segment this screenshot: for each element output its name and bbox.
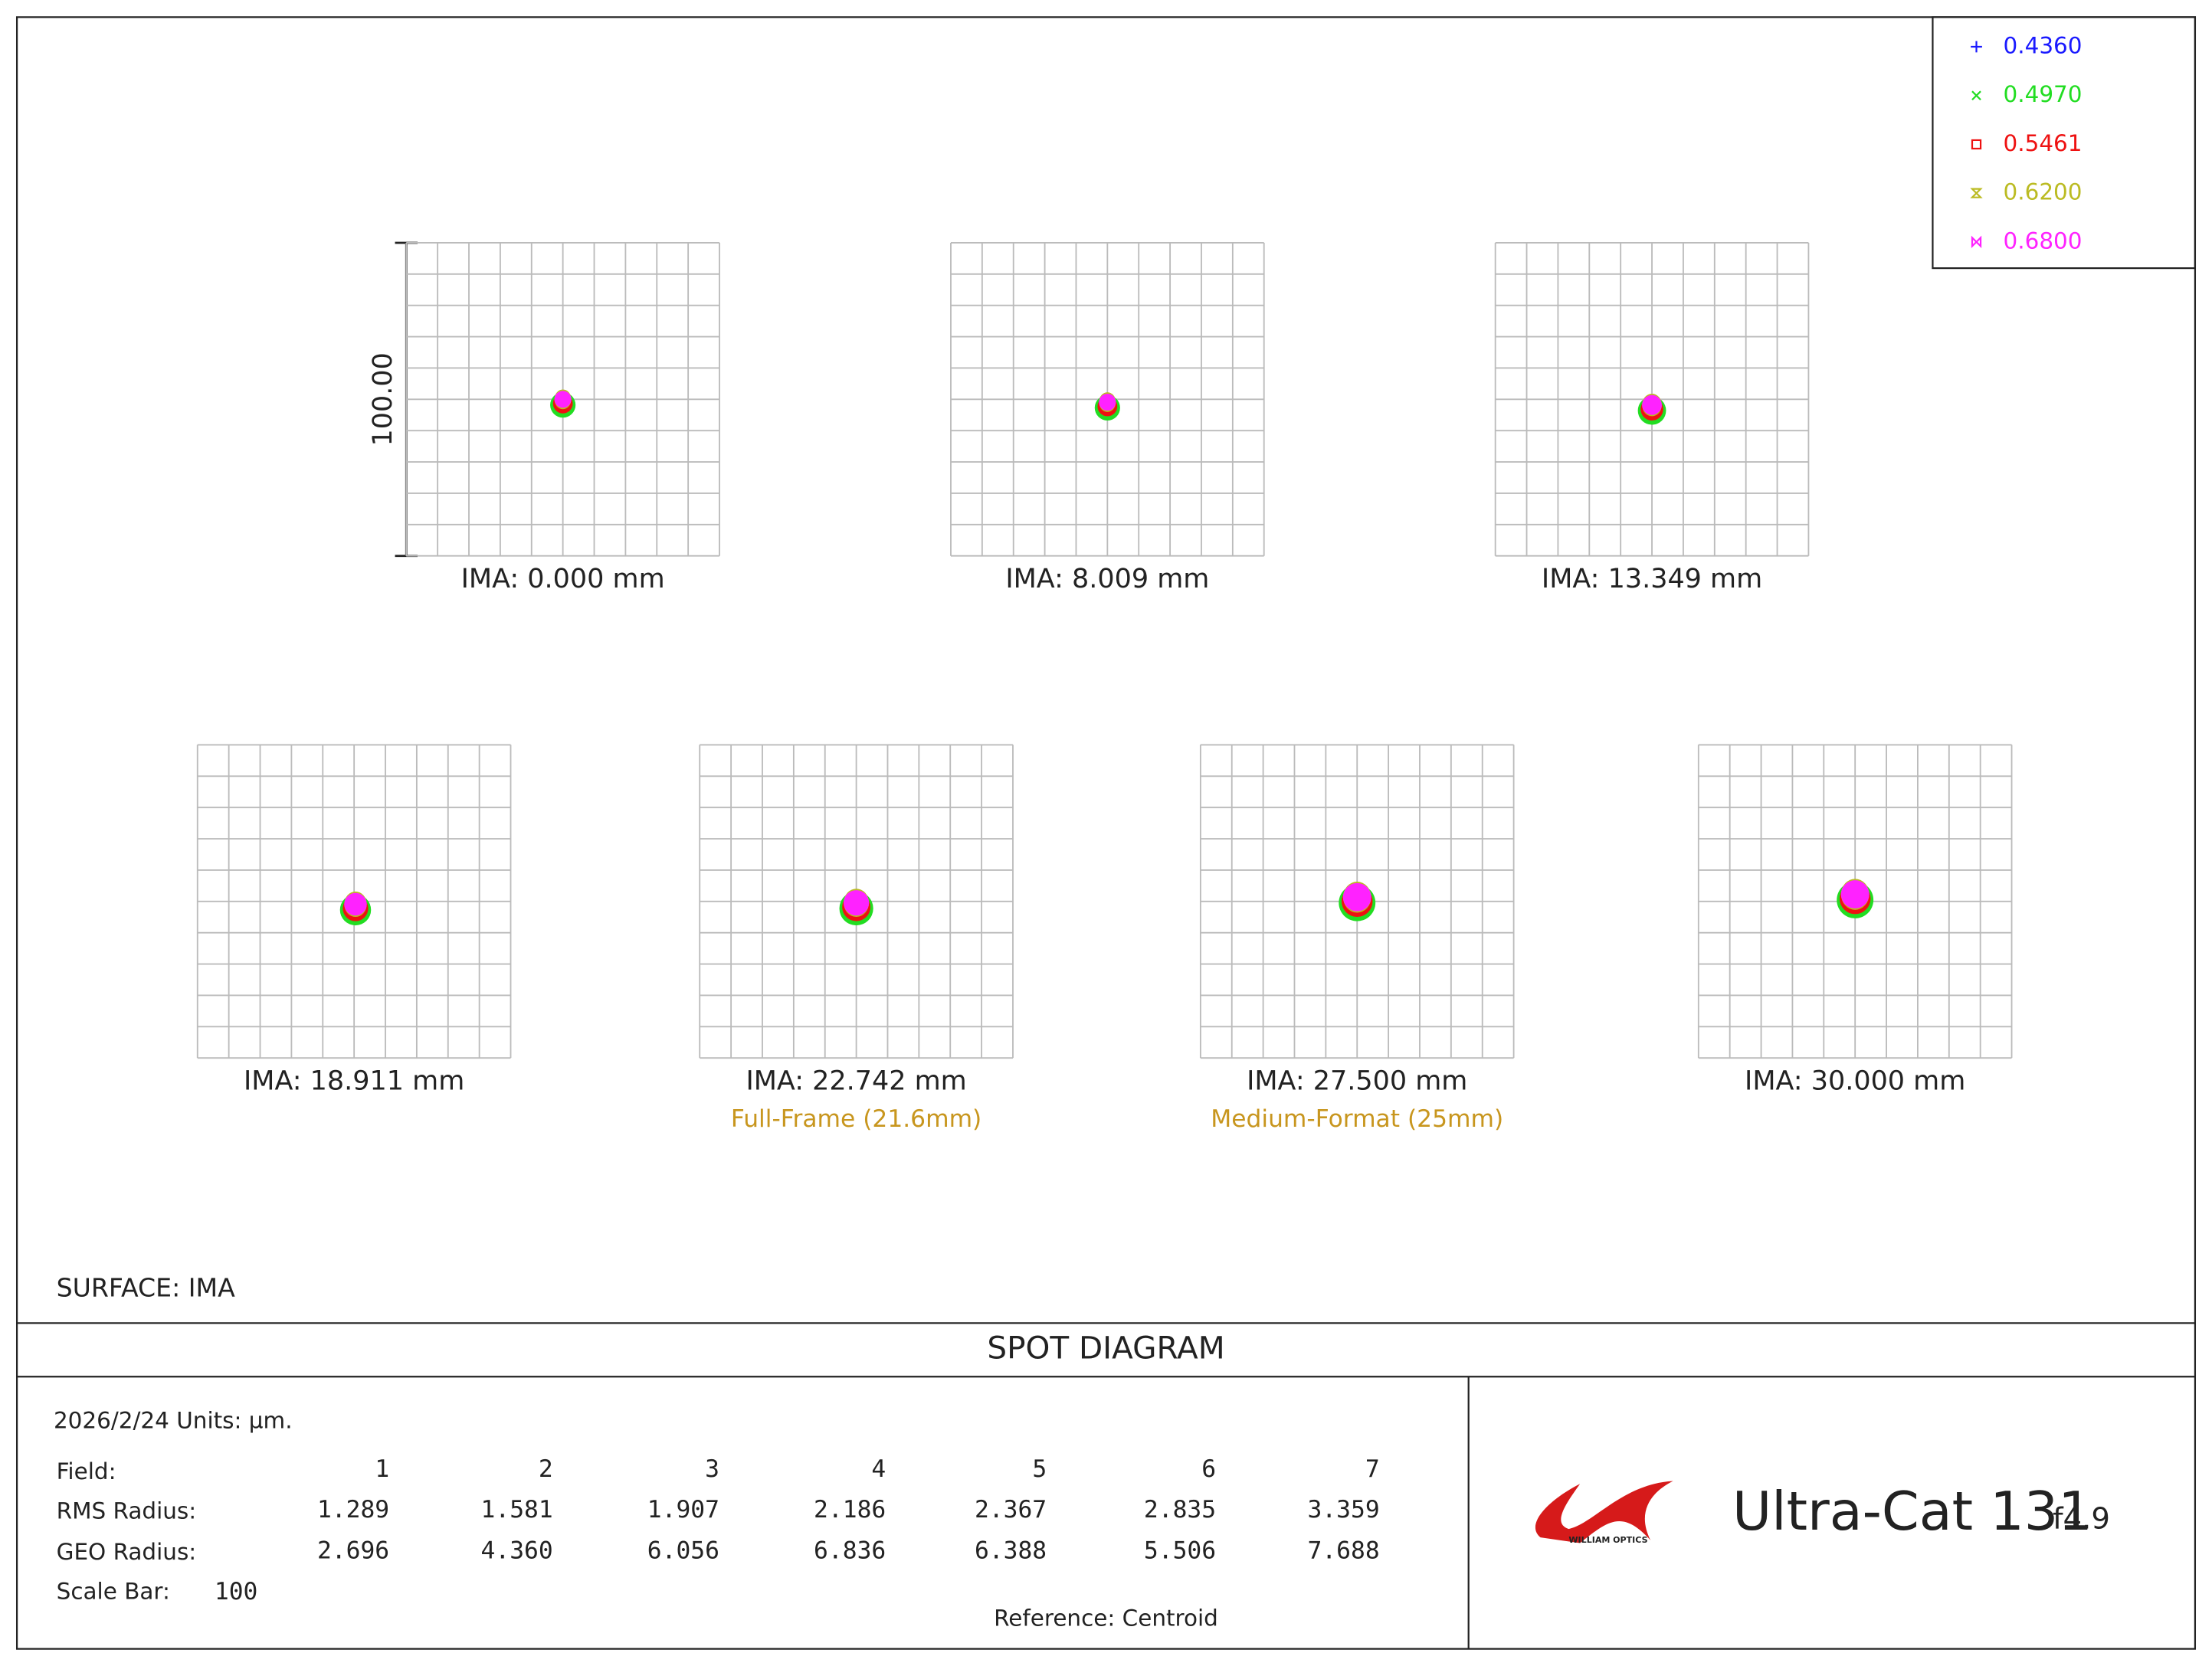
spot <box>1840 880 1870 909</box>
table-cell: 2 <box>539 1455 553 1483</box>
field-label: IMA: 22.742 mm <box>746 1065 966 1096</box>
table-cell: 4.360 <box>481 1537 553 1565</box>
date-units: 2026/2/24 Units: µm. <box>54 1408 293 1434</box>
table-cell: 2.367 <box>975 1496 1047 1524</box>
table-cell: 2.696 <box>317 1537 389 1565</box>
spot <box>554 391 572 408</box>
legend-label: 0.4360 <box>2004 33 2083 59</box>
spot-plot <box>1199 744 1515 1059</box>
spot <box>344 892 367 916</box>
frame <box>15 16 2197 1650</box>
table-cell: 1.907 <box>647 1496 719 1524</box>
legend-marker <box>1971 139 1982 150</box>
table-cell: 3.359 <box>1307 1496 1379 1524</box>
row-label: RMS Radius: <box>57 1498 197 1524</box>
table-cell: 1.289 <box>317 1496 389 1524</box>
field-label: IMA: 27.500 mm <box>1247 1065 1467 1096</box>
field-label: IMA: 13.349 mm <box>1542 564 1762 594</box>
table-cell: 1 <box>375 1455 389 1483</box>
spot <box>1642 394 1662 415</box>
logo-brand: WILLIAM OPTICS <box>1568 1535 1647 1545</box>
scale-label: 100.00 <box>368 352 398 446</box>
legend-marker <box>1971 41 1982 53</box>
legend-box <box>1932 16 2197 270</box>
table-cell: 7 <box>1365 1455 1380 1483</box>
row-label: Field: <box>57 1458 116 1484</box>
table-cell: 6.388 <box>975 1537 1047 1565</box>
field-label: IMA: 0.000 mm <box>461 564 665 594</box>
table-cell: 5 <box>1032 1455 1047 1483</box>
row-label: GEO Radius: <box>57 1539 197 1565</box>
reference: Reference: Centroid <box>994 1605 1218 1631</box>
table-cell: 4 <box>871 1455 886 1483</box>
logo-mark <box>1535 1481 1673 1543</box>
legend-marker <box>1971 90 1981 101</box>
table-cell: 5.506 <box>1144 1537 1216 1565</box>
table-cell: 6 <box>1201 1455 1216 1483</box>
table-cell: 3 <box>705 1455 719 1483</box>
row-label: Scale Bar: <box>57 1578 170 1604</box>
field-label: IMA: 8.009 mm <box>1005 564 1209 594</box>
spot-plot <box>699 744 1014 1059</box>
legend-label: 0.4970 <box>2004 81 2083 107</box>
field-note: Full-Frame (21.6mm) <box>731 1105 981 1133</box>
f-number: f4.9 <box>2053 1502 2110 1537</box>
scale-bar-value: 100 <box>215 1578 258 1605</box>
field-note: Medium-Format (25mm) <box>1211 1105 1503 1133</box>
field-label: IMA: 18.911 mm <box>244 1065 464 1096</box>
legend-marker <box>1971 235 1982 249</box>
spot-plot <box>1697 744 2013 1059</box>
product-name: Ultra-Cat 131 <box>1732 1481 2092 1543</box>
table-cell: 6.836 <box>814 1537 886 1565</box>
spot-plot <box>405 242 720 557</box>
spot-plot <box>1494 242 1810 557</box>
spot <box>844 890 870 916</box>
table-cell: 2.835 <box>1144 1496 1216 1524</box>
legend-label: 0.5461 <box>2004 130 2083 156</box>
spot-plot <box>196 744 512 1059</box>
spot <box>1099 393 1116 411</box>
legend-label: 0.6200 <box>2004 179 2083 205</box>
legend-marker <box>1970 188 1983 198</box>
legend-label: 0.6800 <box>2004 227 2083 254</box>
surface-label: SURFACE: IMA <box>57 1273 235 1303</box>
title: SPOT DIAGRAM <box>987 1329 1224 1366</box>
table-cell: 6.056 <box>647 1537 719 1565</box>
table-cell: 1.581 <box>481 1496 553 1524</box>
spot <box>1342 882 1371 912</box>
table-cell: 7.688 <box>1307 1537 1379 1565</box>
field-label: IMA: 30.000 mm <box>1745 1065 1965 1096</box>
table-cell: 2.186 <box>814 1496 886 1524</box>
